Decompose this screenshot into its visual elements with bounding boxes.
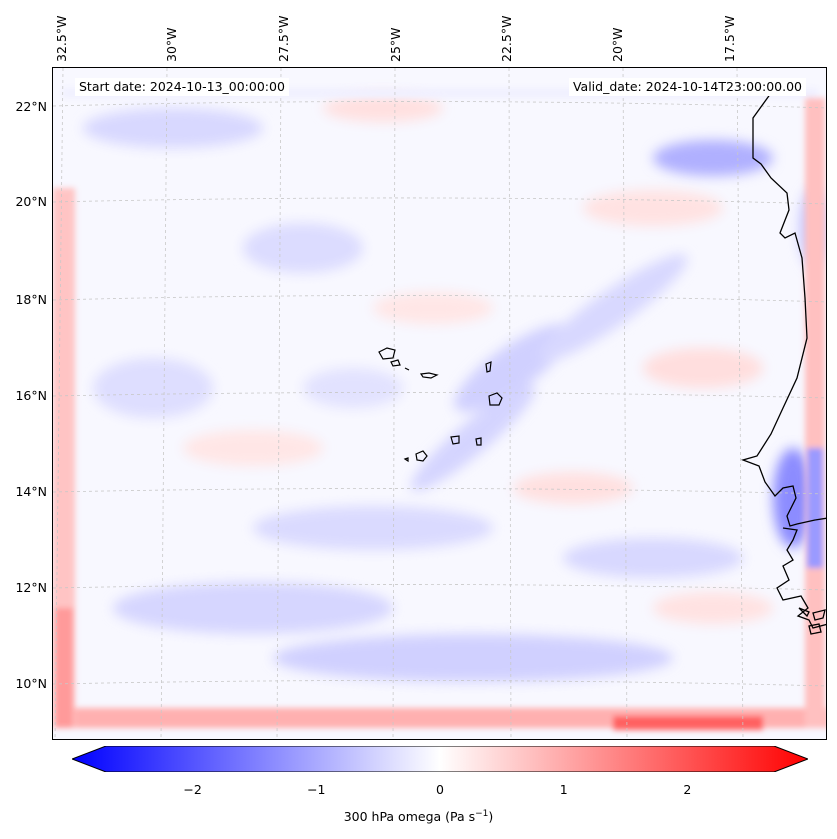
lat-label-18n: 18°N	[15, 292, 47, 307]
lon-label-30w: 30°W	[164, 27, 179, 62]
map-panel: Start date: 2024-10-13_00:00:00 Valid_da…	[52, 67, 827, 740]
lat-label-10n: 10°N	[15, 676, 47, 691]
colorbar-title-text: 300 hPa omega (Pa s	[343, 809, 476, 825]
lon-label-20w: 20°W	[610, 27, 625, 62]
lat-label-22n: 22°N	[15, 99, 47, 114]
boundary-zone	[53, 88, 826, 730]
colorbar-tick-2: 2	[683, 782, 692, 797]
colorbar-tick-0: 0	[436, 782, 444, 797]
colorbar	[72, 746, 808, 772]
positive-omega-areas	[183, 94, 773, 624]
lon-label-25w: 25°W	[388, 27, 403, 62]
colorbar-title-end: )	[488, 809, 494, 825]
lon-label-27-5w: 27.5°W	[276, 15, 291, 62]
colorbar-title: 300 hPa omega (Pa s−1)	[0, 809, 837, 824]
start-date-label: Start date: 2024-10-13_00:00:00	[75, 78, 289, 96]
colorbar-tick-neg2: −2	[183, 782, 202, 797]
omega-field	[53, 68, 826, 739]
lon-label-17-5w: 17.5°W	[722, 15, 737, 62]
colorbar-tick-1: 1	[559, 782, 568, 797]
african-coastline	[740, 92, 826, 635]
lon-label-22-5w: 22.5°W	[499, 15, 514, 62]
lon-label-32-5w: 32.5°W	[54, 15, 69, 62]
colorbar-title-unit-exponent: −1	[475, 809, 489, 819]
lat-label-12n: 12°N	[15, 580, 47, 595]
lat-label-14n: 14°N	[15, 484, 47, 499]
graticule	[53, 68, 826, 739]
lat-label-20n: 20°N	[15, 194, 47, 209]
colorbar-tick-neg1: −1	[307, 782, 326, 797]
valid-date-label: Valid_date: 2024-10-14T23:00:00.00	[568, 78, 806, 96]
negative-omega-areas	[83, 108, 826, 682]
cape-verde-islands	[378, 347, 503, 463]
lat-label-16n: 16°N	[15, 388, 47, 403]
